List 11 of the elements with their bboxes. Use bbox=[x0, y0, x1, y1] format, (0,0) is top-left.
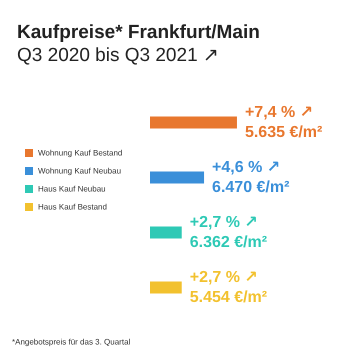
legend-label: Haus Kauf Bestand bbox=[38, 202, 107, 212]
data-label: +2,7 % ↗ 6.362 €/m² bbox=[190, 214, 268, 251]
legend-label: Wohnung Kauf Neubau bbox=[38, 166, 122, 176]
chart-title: Kaufpreise* Frankfurt/Main bbox=[17, 22, 260, 43]
data-label: +4,6 % ↗ 6.470 €/m² bbox=[212, 159, 290, 196]
chart-subtitle: Q3 2020 bis Q3 2021 ↗ bbox=[17, 45, 219, 66]
legend-label: Haus Kauf Neubau bbox=[38, 184, 106, 194]
legend-label: Wohnung Kauf Bestand bbox=[38, 148, 122, 158]
data-label: +2,7 % ↗ 5.454 €/m² bbox=[190, 269, 268, 306]
text: *Angebotspreis für das 3. Quartal bbox=[12, 338, 131, 346]
data-label: +7,4 % ↗ 5.635 €/m² bbox=[244, 104, 322, 141]
